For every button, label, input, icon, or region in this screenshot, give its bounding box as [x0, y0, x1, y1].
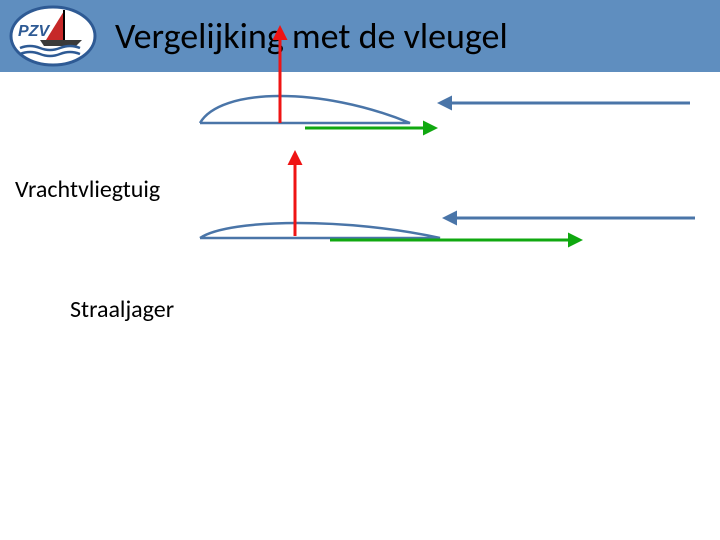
cargo-airfoil	[200, 96, 410, 123]
diagram-svg	[0, 0, 720, 468]
jet-airfoil	[200, 223, 440, 238]
